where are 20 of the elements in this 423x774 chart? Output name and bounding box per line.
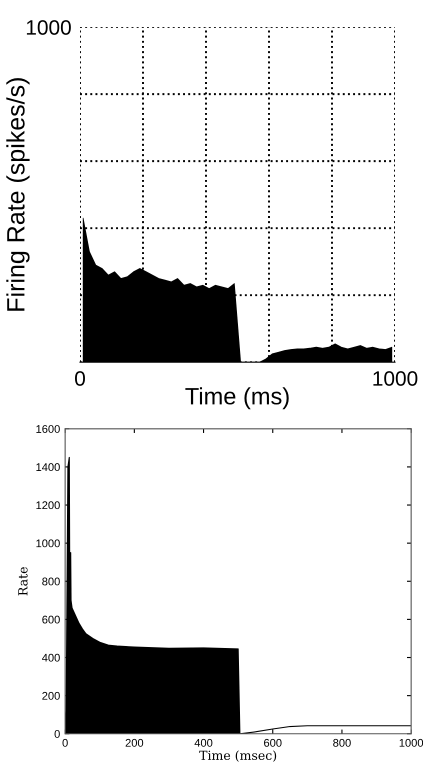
y-tick-label: 400 bbox=[42, 654, 60, 662]
x-tick-label: 200 bbox=[126, 738, 144, 747]
x-axis-title: Time (ms) bbox=[185, 387, 289, 410]
x-tick-label: 600 bbox=[264, 738, 282, 747]
x-axis-title: Time (msec) bbox=[199, 750, 276, 762]
y-tick-label: 800 bbox=[42, 578, 60, 586]
y-tick-label: 1400 bbox=[36, 463, 60, 472]
y-tick-label: 1000 bbox=[26, 20, 71, 35]
y-tick-label: 1000 bbox=[36, 539, 60, 548]
y-tick-label: 0 bbox=[54, 730, 60, 738]
x-tick-label: 1000 bbox=[400, 738, 423, 747]
y-tick-label: 200 bbox=[42, 692, 60, 700]
x-tick-label: 800 bbox=[333, 738, 351, 747]
x-tick-label: 0 bbox=[62, 738, 68, 747]
y-tick-label: 600 bbox=[42, 616, 60, 624]
y-tick-label: 1600 bbox=[36, 425, 60, 433]
y-tick-label: 1200 bbox=[36, 501, 60, 510]
x-tick-label: 400 bbox=[194, 738, 212, 747]
y-axis-title: Rate bbox=[18, 567, 28, 596]
y-axis-title: Firing Rate (spikes/s) bbox=[6, 78, 30, 311]
